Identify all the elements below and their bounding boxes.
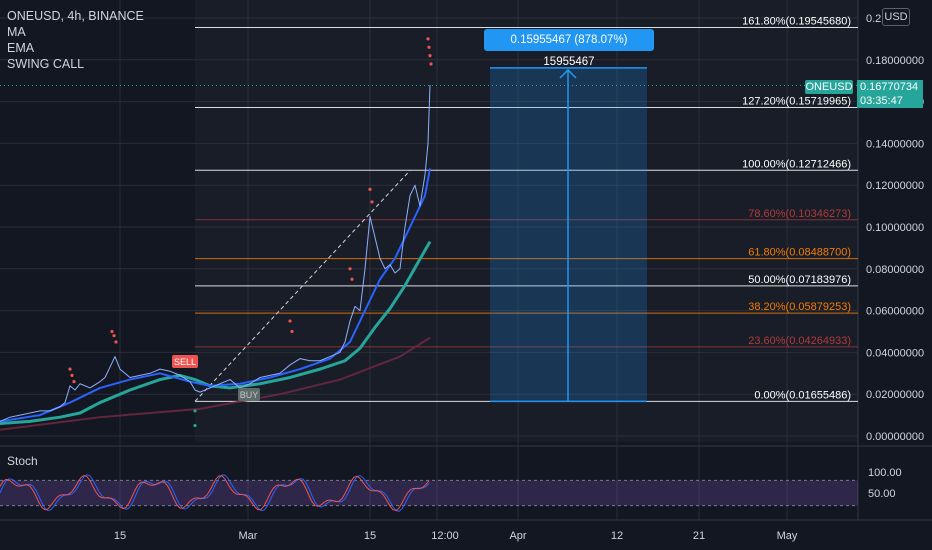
x-tick-label: Mar	[239, 530, 258, 542]
stoch-pane-label[interactable]: Stoch	[7, 454, 38, 468]
symbol-title[interactable]: ONEUSD, 4h, BINANCE	[7, 9, 144, 23]
swing-dot	[72, 380, 76, 384]
price-line	[0, 84, 431, 422]
swing-dot-buy	[193, 409, 197, 413]
price-tag-countdown: 03:35:47	[860, 95, 903, 107]
fib-zone-bg	[195, 0, 858, 442]
swing-dot	[114, 340, 118, 344]
buy-signal-label: BUY	[240, 390, 259, 400]
y-tick-label: 0.12000000	[866, 180, 924, 192]
swing-dot	[427, 45, 431, 49]
fib-level-label: 23.60%(0.04264933)	[748, 335, 851, 347]
ma-line	[0, 240, 432, 425]
price-tag-value: 0.16770734 03:35:47	[857, 80, 923, 108]
chart-legend: ONEUSD, 4h, BINANCE MA EMA SWING CALL	[7, 8, 144, 72]
measure-tool-label[interactable]: 0.15955467 (878.07%) 15955467	[484, 29, 654, 68]
swing-dot	[368, 187, 372, 191]
fib-level-label: 50.00%(0.07183976)	[748, 274, 851, 286]
sell-signal-label: SELL	[174, 357, 196, 367]
swing-dot	[429, 62, 433, 66]
y-tick-label: 0.08000000	[866, 264, 924, 276]
y-tick-label: 0.04000000	[866, 347, 924, 359]
swing-dot	[110, 329, 114, 334]
swing-dot-buy	[193, 423, 197, 428]
y-tick-label: 0.00000000	[866, 431, 924, 443]
swing-dot	[428, 54, 432, 58]
y-tick-label: 0.10000000	[866, 222, 924, 234]
buy-signal-box	[238, 388, 260, 401]
fib-level-label: 0.00%(0.01655486)	[754, 389, 851, 401]
stoch-tick-label: 100.00	[868, 467, 902, 479]
y-tick-label: 0.02000000	[866, 389, 924, 401]
y-tick-label: 0.06000000	[866, 306, 924, 318]
swing-dot	[70, 373, 74, 377]
last-price-tag: ONEUSD 0.16770734 03:35:47	[805, 80, 923, 108]
swing-dot	[348, 267, 352, 271]
x-tick-label: 12	[611, 530, 623, 542]
y-tick-label: 0.14000000	[866, 138, 924, 150]
swing-dot	[350, 277, 354, 281]
swing-dot	[426, 37, 430, 41]
swing-dot	[290, 329, 294, 334]
stoch-tick-label: 50.00	[868, 488, 896, 500]
sell-signal-box	[172, 355, 198, 368]
indicator-swing-call[interactable]: SWING CALL	[7, 57, 85, 71]
x-tick-label: 15	[364, 530, 376, 542]
x-tick-label: 21	[693, 530, 705, 542]
y-tick-label: 0.18000000	[866, 55, 924, 67]
x-tick-label: Apr	[509, 530, 526, 542]
measure-arrow-head	[559, 68, 577, 79]
fib-trend-line	[194, 170, 411, 402]
fib-level-label: 61.80%(0.08488700)	[748, 247, 851, 259]
y-tick-label: 0.2	[866, 13, 881, 25]
long-ma-line	[0, 336, 431, 431]
x-tick-label: 15	[114, 530, 126, 542]
fib-level-label: 127.20%(0.15719965)	[742, 95, 851, 107]
swing-dot	[288, 319, 292, 323]
fib-level-label: 161.80%(0.19545680)	[742, 15, 851, 27]
price-tag-price: 0.16770734	[860, 81, 919, 93]
fib-level-label: 38.20%(0.05879253)	[748, 301, 851, 313]
swing-dot	[370, 200, 374, 204]
x-tick-label: 12:00	[431, 530, 459, 542]
price-tag-symbol: ONEUSD	[805, 80, 853, 94]
indicator-ma[interactable]: MA	[7, 25, 26, 39]
swing-dot	[112, 334, 116, 338]
fib-level-label: 100.00%(0.12712466)	[742, 158, 851, 170]
currency-button[interactable]: USD	[882, 8, 910, 26]
stoch-band	[0, 480, 858, 506]
fib-level-label: 78.60%(0.10346273)	[748, 208, 851, 220]
indicator-ema[interactable]: EMA	[7, 41, 35, 55]
x-tick-label: May	[777, 530, 798, 542]
swing-dot	[68, 367, 72, 371]
stoch-d-line	[0, 474, 430, 512]
